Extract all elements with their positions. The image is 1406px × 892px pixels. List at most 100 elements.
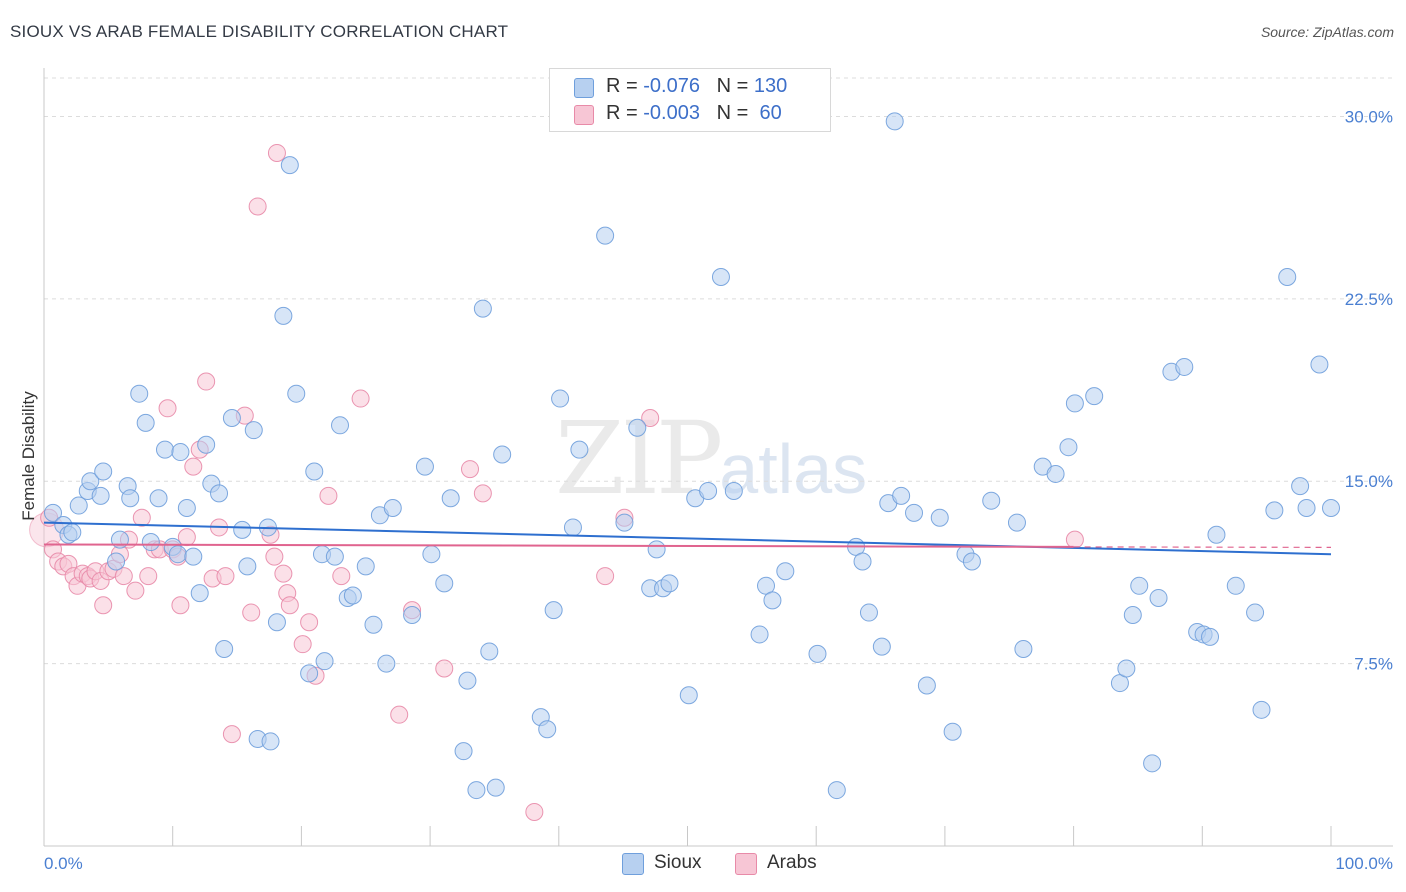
sioux-point bbox=[1130, 576, 1149, 595]
sioux-point bbox=[480, 642, 499, 661]
arabs-point bbox=[435, 659, 454, 678]
sioux-point bbox=[155, 440, 174, 459]
bottom-legend-label-sioux: Sioux bbox=[654, 852, 702, 873]
sioux-point bbox=[300, 664, 319, 683]
arabs-point bbox=[177, 528, 196, 547]
legend-n-value: 60 bbox=[753, 102, 782, 124]
sioux-point bbox=[215, 640, 234, 659]
sioux-point bbox=[63, 523, 82, 542]
sioux-point bbox=[905, 503, 924, 522]
sioux-point bbox=[473, 299, 492, 318]
sioux-point bbox=[364, 615, 383, 634]
sioux-point bbox=[435, 574, 454, 593]
sioux-point bbox=[1143, 754, 1162, 773]
arabs-point bbox=[184, 457, 203, 476]
sioux-point bbox=[628, 418, 647, 437]
sioux-point bbox=[1014, 640, 1033, 659]
sioux-point bbox=[81, 472, 100, 491]
sioux-point bbox=[91, 486, 110, 505]
arabs-point bbox=[525, 802, 544, 821]
legend-n-value: 130 bbox=[753, 75, 788, 97]
arabs-point bbox=[158, 399, 177, 418]
sioux-point bbox=[1175, 357, 1194, 376]
sioux-point bbox=[383, 498, 402, 517]
sioux-point bbox=[917, 676, 936, 695]
y-tick-label: 15.0% bbox=[1345, 472, 1393, 491]
sioux-point bbox=[177, 498, 196, 517]
sioux-point bbox=[403, 605, 422, 624]
arabs-point bbox=[139, 567, 158, 586]
sioux-point bbox=[141, 533, 160, 552]
sioux-point bbox=[422, 545, 441, 564]
sioux-point bbox=[136, 413, 155, 432]
sioux-point bbox=[711, 267, 730, 286]
sioux-point bbox=[1065, 394, 1084, 413]
sioux-point bbox=[69, 496, 88, 515]
sioux-point bbox=[982, 491, 1001, 510]
sioux-point bbox=[238, 557, 257, 576]
axes bbox=[43, 68, 1393, 847]
sioux-point bbox=[943, 722, 962, 741]
sioux-point bbox=[149, 489, 168, 508]
sioux-point bbox=[1201, 627, 1220, 646]
sioux-point bbox=[441, 489, 460, 508]
sioux-point bbox=[1297, 498, 1316, 517]
sioux-point bbox=[930, 508, 949, 527]
arabs-point bbox=[171, 596, 190, 615]
sioux-point bbox=[343, 586, 362, 605]
arabs-point bbox=[1065, 530, 1084, 549]
legend-r-value: -0.076 bbox=[643, 75, 700, 97]
arabs-point bbox=[265, 547, 284, 566]
bottom-legend-label-arabs: Arabs bbox=[767, 852, 817, 873]
arabs-point bbox=[351, 389, 370, 408]
sioux-point bbox=[44, 503, 63, 522]
sioux-point bbox=[171, 443, 190, 462]
sioux-point bbox=[261, 732, 280, 751]
legend-row-sioux: R = -0.076 N = 130 bbox=[574, 75, 787, 99]
watermark-sub: atlas bbox=[719, 430, 868, 508]
sioux-point bbox=[596, 226, 615, 245]
source-label: Source: ZipAtlas.com bbox=[1260, 24, 1394, 40]
legend-swatch-sioux bbox=[574, 78, 594, 98]
sioux-point bbox=[1007, 513, 1026, 532]
sioux-point bbox=[1059, 438, 1078, 457]
legend-r-value: -0.003 bbox=[643, 102, 700, 124]
sioux-point bbox=[315, 652, 334, 671]
bottom-legend-swatch-sioux bbox=[622, 853, 644, 875]
sioux-point bbox=[107, 552, 126, 571]
y-tick-label: 30.0% bbox=[1345, 107, 1393, 126]
sioux-point bbox=[197, 435, 216, 454]
sioux-point bbox=[827, 781, 846, 800]
x-tick-label: 0.0% bbox=[44, 854, 83, 873]
sioux-point bbox=[280, 156, 299, 175]
sioux-point bbox=[168, 545, 187, 564]
sioux-point bbox=[130, 384, 149, 403]
sioux-point bbox=[1046, 464, 1065, 483]
sioux-point bbox=[493, 445, 512, 464]
arabs-point bbox=[94, 596, 113, 615]
sioux-point bbox=[274, 306, 293, 325]
arabs-point bbox=[596, 567, 615, 586]
sioux-point bbox=[615, 513, 634, 532]
sioux-point bbox=[1265, 501, 1284, 520]
sioux-point bbox=[233, 520, 252, 539]
sioux-point bbox=[776, 562, 795, 581]
sioux-point bbox=[1310, 355, 1329, 374]
sioux-point bbox=[859, 603, 878, 622]
legend-r-label: R = bbox=[606, 75, 644, 97]
sioux-point bbox=[1252, 700, 1271, 719]
y-tick-label: 22.5% bbox=[1345, 290, 1393, 309]
sioux-point bbox=[1117, 659, 1136, 678]
legend-row-arabs: R = -0.003 N = 60 bbox=[574, 102, 782, 126]
sioux-point bbox=[121, 489, 140, 508]
arabs-point bbox=[332, 567, 351, 586]
sioux-point bbox=[267, 613, 286, 632]
sioux-point bbox=[724, 481, 743, 500]
sioux-point bbox=[1291, 477, 1310, 496]
arabs-point bbox=[641, 409, 660, 428]
legend-swatch-arabs bbox=[574, 105, 594, 125]
y-tick-label: 7.5% bbox=[1354, 655, 1393, 674]
legend-n-label: N = bbox=[716, 102, 754, 124]
sioux-point bbox=[962, 552, 981, 571]
